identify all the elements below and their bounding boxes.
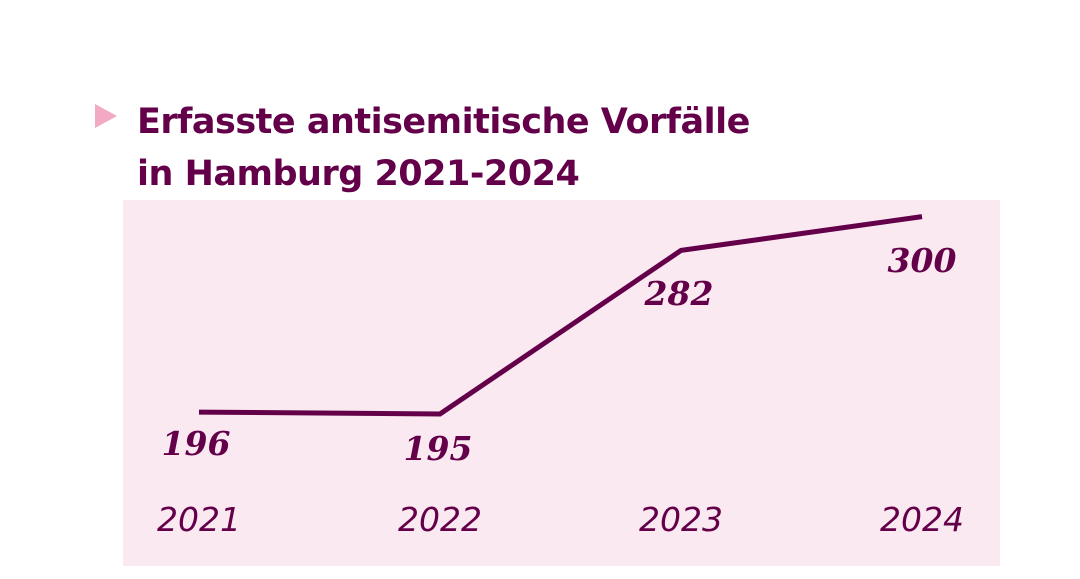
data-label-2023: 282 xyxy=(644,274,714,313)
x-tick-label-2022: 2022 xyxy=(398,500,482,539)
data-label-2024: 300 xyxy=(888,241,957,280)
x-tick-label-2024: 2024 xyxy=(880,500,964,539)
data-label-2022: 195 xyxy=(404,429,473,468)
data-label-2021: 196 xyxy=(162,424,231,463)
x-tick-label-2021: 2021 xyxy=(157,500,241,539)
title-triangle-icon xyxy=(95,104,117,128)
plot-background xyxy=(123,200,1000,566)
title-line-2: in Hamburg 2021-2024 xyxy=(137,154,580,194)
chart-title: Erfasste antisemitische Vorfälle in Hamb… xyxy=(137,96,750,200)
series-line xyxy=(198,214,923,417)
x-tick-label-2023: 2023 xyxy=(639,500,723,539)
title-line-1: Erfasste antisemitische Vorfälle xyxy=(137,102,750,142)
